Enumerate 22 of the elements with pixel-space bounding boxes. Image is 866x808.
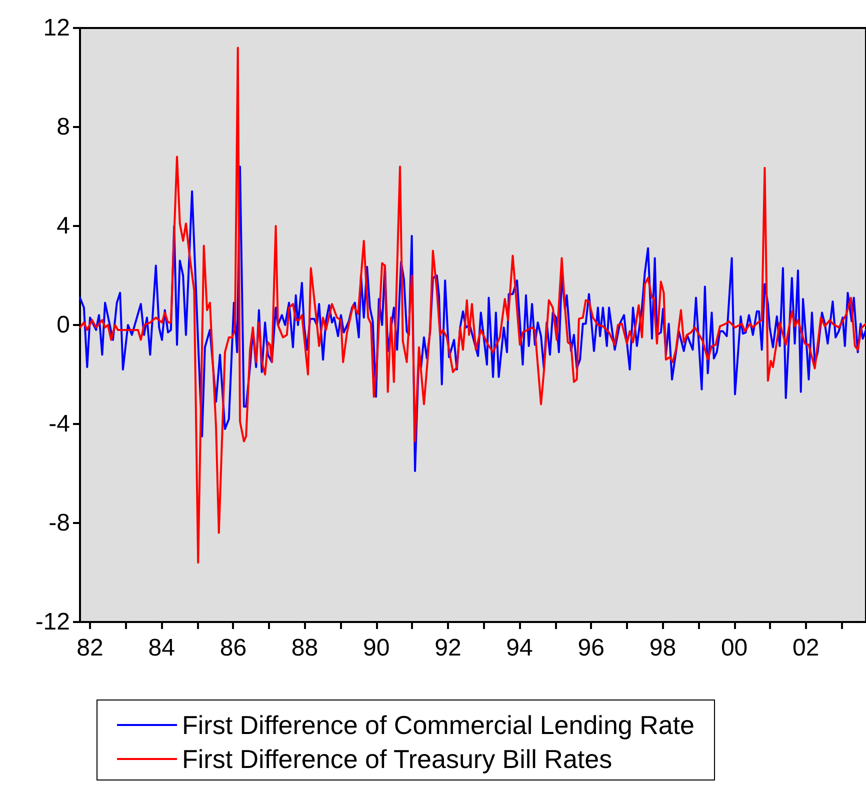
x-tick-label: 82 bbox=[76, 634, 104, 662]
x-tick-label: 84 bbox=[148, 634, 175, 662]
x-tick-label: 88 bbox=[291, 634, 318, 662]
y-tick-label: -12 bbox=[35, 608, 70, 636]
y-tick-label: 0 bbox=[56, 312, 70, 338]
y-tick-label: -8 bbox=[48, 510, 70, 536]
y-tick-label: 8 bbox=[56, 114, 70, 140]
x-tick-label: 96 bbox=[578, 634, 604, 662]
y-tick-label: 12 bbox=[43, 14, 70, 42]
legend-label: First Difference of Treasury Bill Rates bbox=[182, 744, 612, 774]
x-tick-label: 92 bbox=[434, 634, 462, 662]
legend-label: First Difference of Commercial Lending Rate bbox=[182, 710, 695, 740]
x-tick-label: 90 bbox=[363, 634, 390, 662]
line-series bbox=[79, 46, 866, 564]
x-tick-label: 94 bbox=[506, 634, 533, 662]
y-tick-label: 4 bbox=[56, 212, 70, 240]
y-tick-label: -4 bbox=[48, 410, 70, 438]
x-tick-label: 00 bbox=[720, 634, 748, 662]
x-tick-label: 98 bbox=[649, 634, 676, 662]
x-tick-label: 02 bbox=[792, 634, 820, 662]
line-series bbox=[79, 166, 866, 472]
x-tick-label: 86 bbox=[220, 634, 247, 662]
